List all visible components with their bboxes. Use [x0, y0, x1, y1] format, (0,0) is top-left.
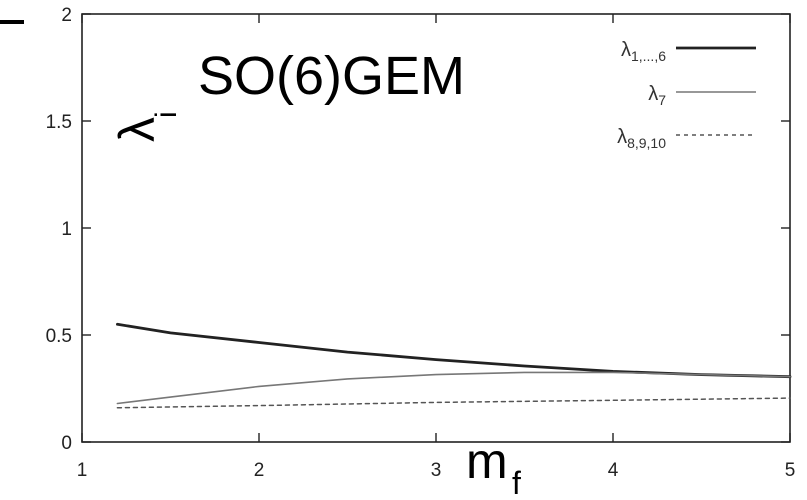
legend-label-1: λ1,...,6 — [621, 39, 666, 64]
legend-label-2: λ7 — [648, 83, 666, 108]
chart-title: SO(6)GEM — [198, 46, 465, 106]
x-tick-label: 4 — [608, 460, 619, 481]
y-tick-label: 0 — [61, 433, 72, 454]
x-tick-label: 3 — [431, 460, 442, 481]
y-tick-label: 1.5 — [46, 112, 72, 133]
x-tick-label: 1 — [77, 460, 88, 481]
x-axis-label-sub: f — [512, 465, 521, 500]
series-line-1 — [116, 322, 792, 379]
legend: λ1,...,6 λ7 λ8,9,10 — [617, 39, 756, 151]
x-axis-label: m f — [466, 433, 521, 500]
series-line-2 — [116, 371, 791, 405]
series-line-3 — [116, 397, 791, 409]
y-tick-label: 1 — [61, 219, 72, 240]
y-axis-label-sub: i — [150, 111, 183, 118]
y-tick-label: 0.5 — [46, 326, 72, 347]
x-axis-ticks: 1 2 3 4 5 — [77, 14, 796, 481]
x-axis-label-main: m — [466, 433, 508, 489]
x-tick-label: 2 — [254, 460, 265, 481]
legend-label-3: λ8,9,10 — [617, 126, 666, 151]
x-tick-label: 5 — [785, 460, 796, 481]
y-axis-label: λ i — [109, 111, 183, 142]
y-tick-label: 2 — [61, 5, 72, 26]
series-layer — [116, 322, 792, 409]
y-axis-ticks: 0 0.5 1 1.5 2 — [46, 5, 790, 454]
y-axis-label-main: λ — [109, 117, 165, 142]
